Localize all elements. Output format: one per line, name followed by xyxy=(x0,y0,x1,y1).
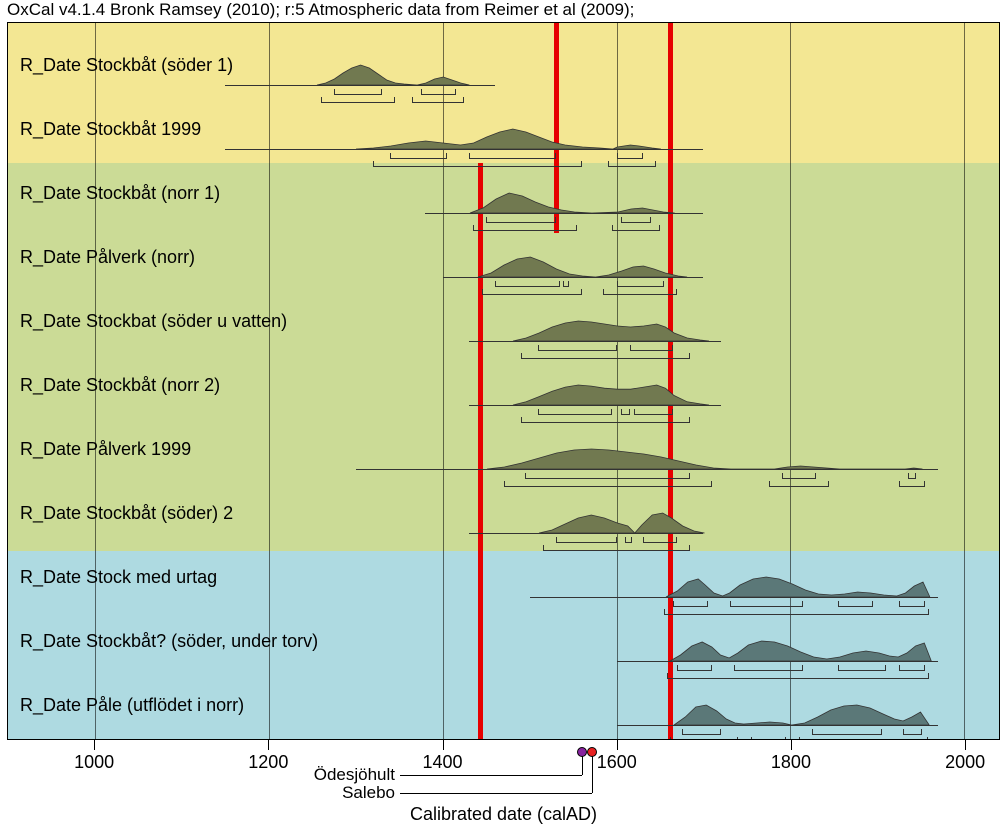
leader-line xyxy=(400,793,592,794)
confidence-bracket xyxy=(556,537,617,543)
confidence-bracket xyxy=(812,729,882,735)
marker-label: Ödesjöhult xyxy=(295,765,395,785)
confidence-bracket xyxy=(617,153,643,159)
tick-label: 1400 xyxy=(422,752,462,773)
tick-label: 1800 xyxy=(771,752,811,773)
red-reference-line xyxy=(478,163,483,740)
row-label: R_Date Pålverk 1999 xyxy=(20,439,191,460)
confidence-bracket xyxy=(670,737,738,740)
confidence-bracket xyxy=(838,601,873,607)
confidence-bracket xyxy=(334,89,382,95)
tick-mark xyxy=(443,740,444,750)
tick-mark xyxy=(965,740,966,750)
confidence-bracket xyxy=(799,737,928,740)
confidence-bracket xyxy=(525,473,690,479)
confidence-bracket xyxy=(621,217,651,223)
x-axis-label: Calibrated date (calAD) xyxy=(410,804,597,825)
tick-label: 1000 xyxy=(74,752,114,773)
confidence-bracket xyxy=(608,161,656,167)
distribution xyxy=(670,640,931,662)
confidence-bracket xyxy=(486,217,556,223)
distribution xyxy=(487,448,923,470)
plot-area: R_Date Stockbåt (söder 1) R_Date Stockbåt… xyxy=(7,22,1000,740)
row-label: R_Date Stockbåt (söder 1) xyxy=(20,55,233,76)
confidence-bracket xyxy=(373,161,582,167)
tick-mark xyxy=(791,740,792,750)
tick-mark xyxy=(617,740,618,750)
leader-line xyxy=(582,756,583,775)
confidence-bracket xyxy=(321,97,395,103)
confidence-bracket xyxy=(412,97,464,103)
red-reference-line xyxy=(668,23,673,740)
confidence-bracket xyxy=(621,409,630,415)
tick-label: 1600 xyxy=(597,752,637,773)
confidence-bracket xyxy=(603,289,677,295)
row-label: R_Date Stockbåt 1999 xyxy=(20,119,201,140)
confidence-bracket xyxy=(538,345,616,351)
row-label: R_Date Stockbåt (söder) 2 xyxy=(20,503,233,524)
confidence-bracket xyxy=(630,345,673,351)
row-label: R_Date Påle (utflödet i norr) xyxy=(20,695,244,716)
gridline xyxy=(964,23,965,739)
distribution xyxy=(674,704,929,726)
confidence-bracket xyxy=(538,409,612,415)
tick-label: 1200 xyxy=(248,752,288,773)
tick-label: 2000 xyxy=(945,752,985,773)
confidence-bracket xyxy=(838,665,886,671)
distribution xyxy=(666,576,930,598)
confidence-bracket xyxy=(495,281,560,287)
distribution xyxy=(356,128,661,150)
row-label: R_Date Stockbåt? (söder, under torv) xyxy=(20,631,318,652)
confidence-bracket xyxy=(625,537,632,543)
confidence-bracket xyxy=(734,665,804,671)
header-text: OxCal v4.1.4 Bronk Ramsey (2010); r:5 At… xyxy=(7,0,634,20)
row-label: R_Date Stockbåt (norr 2) xyxy=(20,375,220,396)
confidence-bracket xyxy=(751,737,786,740)
row-label: R_Date Pålverk (norr) xyxy=(20,247,195,268)
gridline xyxy=(790,23,791,739)
confidence-bracket xyxy=(899,665,925,671)
row-label: R_Date Stockbat (söder u vatten) xyxy=(20,311,287,332)
confidence-bracket xyxy=(617,281,665,287)
confidence-bracket xyxy=(899,601,925,607)
distribution xyxy=(513,320,709,342)
distribution xyxy=(513,384,709,406)
confidence-bracket xyxy=(563,281,569,287)
row-label: R_Date Stock med urtag xyxy=(20,567,217,588)
leader-line xyxy=(592,756,593,793)
confidence-bracket xyxy=(643,537,678,543)
confidence-bracket xyxy=(421,89,456,95)
confidence-bracket xyxy=(677,665,712,671)
confidence-bracket xyxy=(634,409,673,415)
leader-line xyxy=(400,775,582,776)
distribution xyxy=(539,512,705,534)
confidence-bracket xyxy=(782,473,817,479)
confidence-bracket xyxy=(664,609,929,615)
distribution xyxy=(470,192,675,214)
tick-mark xyxy=(94,740,95,750)
confidence-bracket xyxy=(667,673,930,679)
confidence-bracket xyxy=(899,481,925,487)
confidence-bracket xyxy=(730,601,804,607)
confidence-bracket xyxy=(469,153,556,159)
confidence-bracket xyxy=(682,729,721,735)
confidence-bracket xyxy=(473,225,577,231)
confidence-bracket xyxy=(769,481,830,487)
confidence-bracket xyxy=(390,153,447,159)
confidence-bracket xyxy=(543,545,691,551)
confidence-bracket xyxy=(908,473,917,479)
distribution xyxy=(478,256,687,278)
confidence-bracket xyxy=(521,353,691,359)
confidence-bracket xyxy=(482,289,582,295)
confidence-bracket xyxy=(673,601,708,607)
confidence-bracket xyxy=(612,225,660,231)
confidence-bracket xyxy=(903,729,922,735)
tick-mark xyxy=(268,740,269,750)
confidence-bracket xyxy=(504,481,713,487)
marker-label: Salebo xyxy=(295,783,395,803)
row-label: R_Date Stockbåt (norr 1) xyxy=(20,183,220,204)
confidence-bracket xyxy=(521,417,691,423)
distribution xyxy=(317,64,469,86)
